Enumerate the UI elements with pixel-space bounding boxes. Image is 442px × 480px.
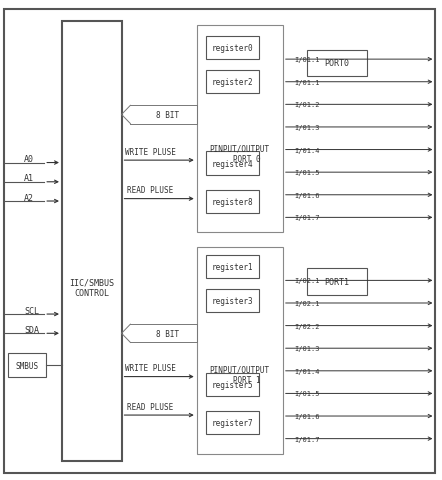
FancyBboxPatch shape	[206, 71, 259, 94]
FancyBboxPatch shape	[206, 152, 259, 175]
Text: READ PLUSE: READ PLUSE	[127, 186, 173, 195]
Text: IIC/SMBUS
CONTROL: IIC/SMBUS CONTROL	[69, 278, 114, 298]
Text: SDA: SDA	[24, 325, 39, 334]
FancyBboxPatch shape	[206, 411, 259, 434]
Text: I/01.4: I/01.4	[294, 147, 320, 153]
Text: READ PLUSE: READ PLUSE	[127, 402, 173, 411]
Text: A1: A1	[24, 174, 34, 183]
Text: I/01.5: I/01.5	[294, 170, 320, 176]
Text: I/01.7: I/01.7	[294, 436, 320, 442]
Text: SCL: SCL	[24, 306, 39, 315]
Text: register2: register2	[211, 78, 253, 86]
Text: SMBUS: SMBUS	[15, 361, 38, 370]
FancyBboxPatch shape	[206, 289, 259, 312]
Text: WRITE PLUSE: WRITE PLUSE	[125, 364, 176, 372]
Text: A2: A2	[24, 193, 34, 202]
FancyBboxPatch shape	[4, 10, 435, 473]
Text: register4: register4	[211, 159, 253, 168]
Text: I/01.3: I/01.3	[294, 346, 320, 351]
Text: I/01.5: I/01.5	[294, 391, 320, 396]
Text: PINPUT/OUTPUT
   PORT 1: PINPUT/OUTPUT PORT 1	[210, 365, 270, 384]
FancyBboxPatch shape	[206, 373, 259, 396]
Text: I/01.6: I/01.6	[294, 192, 320, 198]
Text: I/01.4: I/01.4	[294, 368, 320, 374]
Text: WRITE PLUSE: WRITE PLUSE	[125, 148, 176, 156]
Text: I/01.7: I/01.7	[294, 215, 320, 221]
Text: I/02.2: I/02.2	[294, 323, 320, 329]
Text: PINPUT/OUTPUT
   PORT 0: PINPUT/OUTPUT PORT 0	[210, 144, 270, 163]
FancyBboxPatch shape	[206, 37, 259, 60]
FancyBboxPatch shape	[307, 50, 367, 77]
FancyBboxPatch shape	[62, 22, 122, 461]
FancyBboxPatch shape	[197, 26, 283, 233]
FancyBboxPatch shape	[206, 191, 259, 214]
Text: A0: A0	[24, 155, 34, 164]
Text: I/02.1: I/02.1	[294, 278, 320, 284]
Text: register0: register0	[211, 44, 253, 53]
FancyBboxPatch shape	[307, 269, 367, 295]
Text: PORT0: PORT0	[324, 59, 350, 68]
Text: I/01.3: I/01.3	[294, 125, 320, 131]
Text: register1: register1	[211, 263, 253, 271]
Text: I/01.1: I/01.1	[294, 57, 320, 63]
Text: I/01.1: I/01.1	[294, 80, 320, 85]
Text: I/01.6: I/01.6	[294, 413, 320, 419]
Text: register5: register5	[211, 380, 253, 389]
FancyBboxPatch shape	[8, 354, 46, 377]
Text: 8 BIT: 8 BIT	[156, 111, 179, 120]
Text: register7: register7	[211, 419, 253, 427]
FancyBboxPatch shape	[197, 247, 283, 454]
FancyBboxPatch shape	[206, 255, 259, 278]
Text: register8: register8	[211, 198, 253, 206]
Text: PORT1: PORT1	[324, 277, 350, 287]
Text: 8 BIT: 8 BIT	[156, 329, 179, 338]
Text: I/02.1: I/02.1	[294, 300, 320, 306]
Text: register3: register3	[211, 296, 253, 305]
Text: I/01.2: I/01.2	[294, 102, 320, 108]
